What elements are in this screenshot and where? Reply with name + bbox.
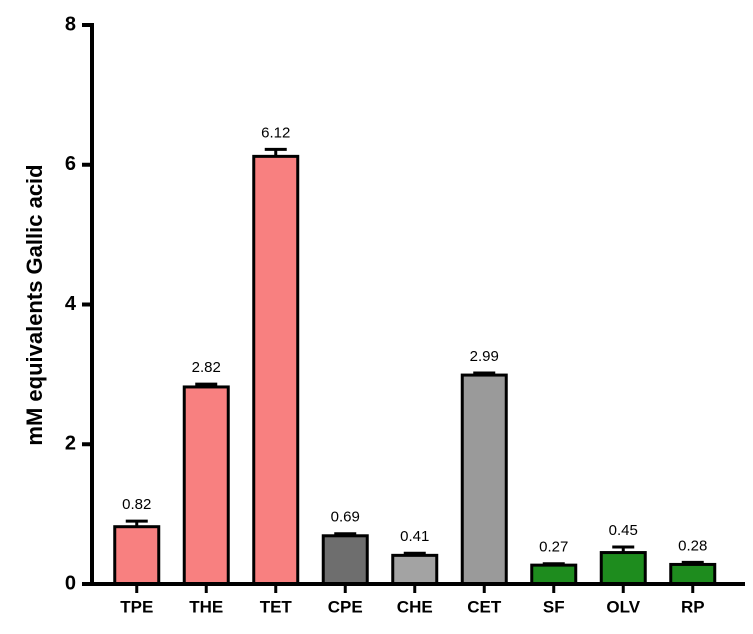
x-tick-label: THE xyxy=(189,597,223,616)
bar xyxy=(252,154,300,586)
y-tick-label: 2 xyxy=(65,433,76,455)
x-tick-label: CET xyxy=(467,597,502,616)
bar xyxy=(182,385,230,586)
x-tick-label: TPE xyxy=(120,597,153,616)
x-tick-label: CHE xyxy=(397,597,433,616)
x-tick-label: SF xyxy=(543,597,565,616)
bar xyxy=(669,562,717,586)
bar xyxy=(530,563,578,586)
bar xyxy=(113,525,161,586)
y-axis-label: mM equivalents Gallic acid xyxy=(22,164,47,445)
value-label: 0.41 xyxy=(400,528,429,545)
value-label: 2.99 xyxy=(470,348,499,365)
y-tick-label: 6 xyxy=(65,153,76,175)
y-tick-label: 0 xyxy=(65,572,76,594)
value-label: 6.12 xyxy=(261,124,290,141)
value-label: 0.27 xyxy=(539,539,568,556)
bar xyxy=(321,534,369,586)
value-label: 2.82 xyxy=(192,359,221,376)
x-tick-label: CPE xyxy=(328,597,363,616)
value-label: 0.28 xyxy=(678,537,707,554)
x-tick-label: RP xyxy=(681,597,705,616)
x-tick-label: TET xyxy=(260,597,293,616)
bar xyxy=(460,373,508,586)
value-label: 0.82 xyxy=(122,496,151,513)
bar xyxy=(599,551,647,586)
y-tick-label: 8 xyxy=(65,13,76,35)
bar xyxy=(391,553,439,586)
y-tick-label: 4 xyxy=(65,293,77,315)
x-tick-label: OLV xyxy=(606,597,640,616)
value-label: 0.69 xyxy=(331,509,360,526)
value-label: 0.45 xyxy=(609,522,638,539)
